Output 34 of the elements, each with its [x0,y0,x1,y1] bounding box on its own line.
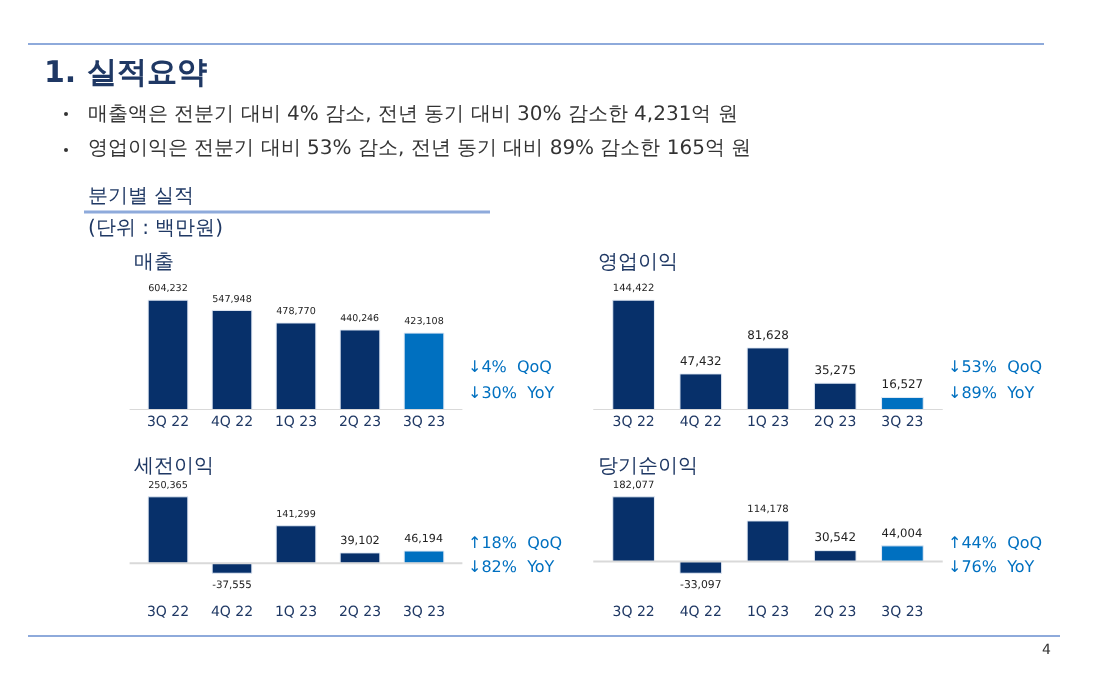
bar [679,373,723,410]
text: ↑18% QoQ [468,534,563,552]
bar [746,347,790,410]
bar [147,299,189,410]
text: ↓30% YoY [468,384,555,402]
text: 1. 실적요약 [44,54,207,90]
chart-title: 당기순이익 [598,456,698,478]
text: ↓4% QoQ [468,358,552,376]
bar [881,545,924,562]
bar [612,299,655,410]
text: (단위 : 백만원) [88,218,224,240]
bar [275,525,317,564]
chart-title: 영업이익 [598,252,678,274]
text: 영업이익은 전분기 대비 53% 감소, 전년 동기 대비 89% 감소한 165억 원 [88,138,752,160]
bar [211,309,253,410]
bar [612,496,655,562]
text: ↓82% YoY [468,558,555,576]
bar [813,550,857,562]
text: 분기별 실적 [88,186,195,208]
chart-title: 세전이익 [134,456,214,478]
bar [746,520,790,562]
text: ↑44% QoQ [948,534,1043,552]
bar [211,562,253,574]
bar [339,329,381,410]
chart-title: 매출 [134,252,174,274]
text: ↓76% YoY [948,558,1035,576]
bar [881,396,924,410]
text: ↓89% YoY [948,384,1035,402]
bar [147,496,189,564]
bar [813,382,857,410]
text: ↓53% QoQ [948,358,1043,376]
text: 매출액은 전분기 대비 4% 감소, 전년 동기 대비 30% 감소한 4,231억 원 [88,104,738,126]
bar [403,332,445,410]
bar [275,322,317,410]
